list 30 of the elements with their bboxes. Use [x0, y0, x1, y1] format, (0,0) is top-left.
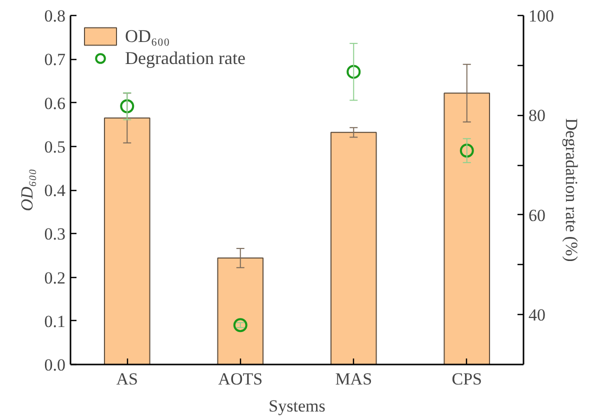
- y-tick-label: 0.2: [44, 268, 66, 288]
- x-axis-title: Systems: [268, 396, 326, 416]
- point: [233, 318, 248, 332]
- x-tick-label: CPS: [452, 370, 482, 388]
- y2-tick-label: 60: [528, 206, 546, 225]
- bar: [444, 92, 490, 364]
- point: [460, 144, 474, 158]
- y2-tick-label: 100: [528, 6, 554, 26]
- y-tick-label: 0.1: [44, 312, 66, 331]
- y-tick-label: 0.4: [44, 181, 66, 200]
- y-tick-label: 0.7: [44, 50, 66, 70]
- y-tick-label: 0.6: [44, 94, 66, 113]
- legend-label: OD₆₀₀: [125, 26, 170, 46]
- y-tick-label: 0.8: [44, 6, 66, 26]
- point: [346, 64, 361, 79]
- bar: [217, 258, 264, 364]
- y-tick-label: 0.5: [44, 137, 66, 156]
- x-tick-label: MAS: [335, 370, 372, 388]
- bar: [330, 132, 377, 364]
- y-axis-title: OD₆₀₀: [17, 168, 36, 212]
- y2-tick-label: 80: [528, 106, 546, 126]
- x-tick-label: AOTS: [218, 370, 263, 388]
- y-tick-label: 0.3: [44, 224, 66, 244]
- y-tick-label: 0.0: [44, 356, 66, 374]
- y2-tick-label: 40: [528, 306, 546, 325]
- bar: [104, 118, 150, 364]
- point: [120, 99, 134, 114]
- legend-label: Degradation rate: [125, 48, 246, 68]
- y2-axis-title: Degradation rate (%): [562, 118, 581, 262]
- x-tick-label: AS: [116, 370, 138, 388]
